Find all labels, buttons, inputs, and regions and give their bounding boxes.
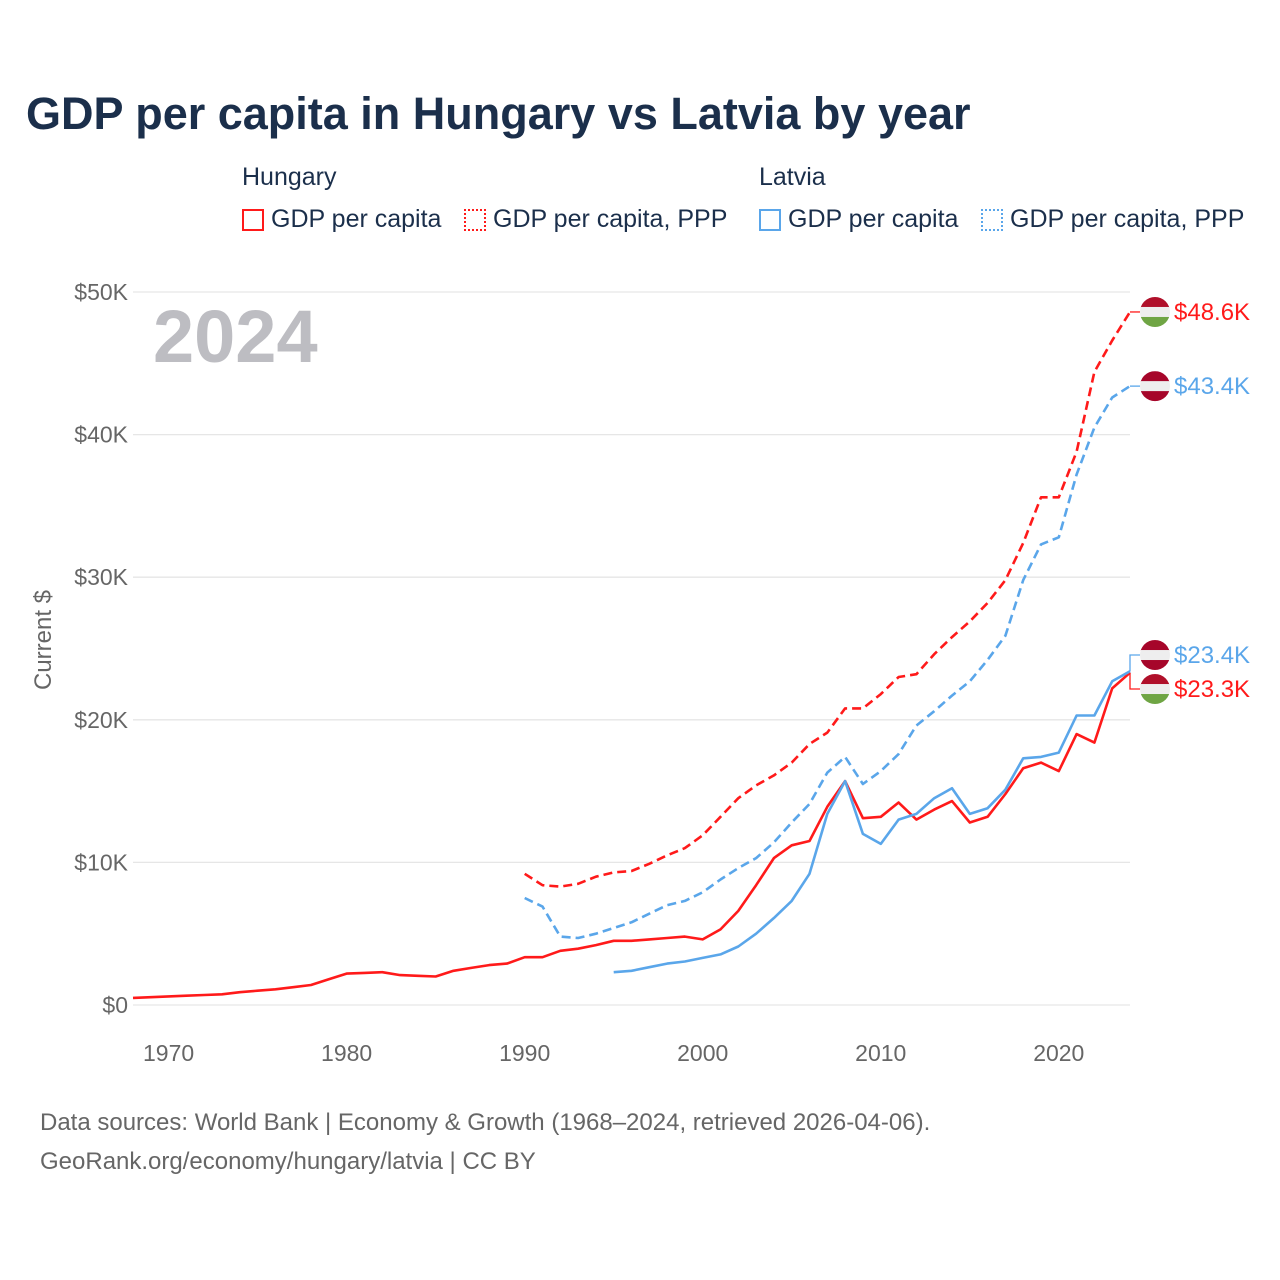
end-value-label: $23.3K [1174, 676, 1250, 703]
flag-stripe [1140, 391, 1170, 402]
flag-stripe [1140, 684, 1170, 695]
latvia-flag-icon [1140, 371, 1170, 402]
y-tick-label: $20K [74, 707, 128, 733]
footer-sources: Data sources: World Bank | Economy & Gro… [40, 1109, 931, 1136]
year-label: 2024 [153, 295, 318, 378]
x-tick-label: 1980 [321, 1040, 372, 1066]
flag-stripe [1140, 316, 1170, 327]
series-line-latvia-gdp-per-capita-ppp [524, 385, 1131, 940]
legend-swatch-solid-blue [759, 208, 781, 231]
y-axis-label: Current $ [30, 590, 57, 690]
hungary-flag-icon [1140, 296, 1170, 327]
legend-swatch-dotted-blue [981, 208, 1003, 231]
end-value-label: $48.6K [1174, 299, 1250, 326]
label-connector [1129, 672, 1140, 690]
y-tick-label: $30K [74, 564, 128, 590]
legend-group-latvia: Latvia [759, 163, 826, 191]
x-tick-label: 2010 [855, 1040, 906, 1066]
latvia-flag-icon [1140, 640, 1170, 671]
y-tick-label: $10K [74, 849, 128, 875]
y-tick-label: $40K [74, 422, 128, 448]
flag-stripe [1140, 296, 1170, 308]
legend-item-hungary-ppp[interactable]: GDP per capita, PPP [464, 205, 727, 234]
legend-item-latvia-gdp[interactable]: GDP per capita [759, 205, 958, 234]
legend-label: GDP per capita [788, 205, 959, 233]
end-value-label: $43.4K [1174, 373, 1250, 400]
flag-stripe [1140, 640, 1170, 651]
legend-swatch-dotted-red [464, 208, 486, 231]
legend-item-latvia-ppp[interactable]: GDP per capita, PPP [981, 205, 1244, 234]
legend-group-hungary: Hungary [242, 163, 337, 191]
flag-stripe [1140, 694, 1170, 705]
series-line-hungary-gdp-per-capita-ppp [523, 311, 1132, 888]
x-tick-label: 1970 [143, 1040, 194, 1066]
x-tick-label: 2020 [1033, 1040, 1084, 1066]
legend-label: GDP per capita, PPP [1010, 205, 1245, 233]
flag-stripe [1140, 660, 1170, 671]
flag-stripe [1140, 674, 1170, 685]
flag-stripe [1140, 371, 1170, 382]
legend-swatch-solid-red [242, 208, 264, 231]
chart-title: GDP per capita in Hungary vs Latvia by y… [26, 88, 971, 139]
label-connector [1129, 654, 1140, 672]
series-line-latvia-gdp-per-capita [613, 670, 1131, 974]
footer-link[interactable]: GeoRank.org/economy/hungary/latvia | CC … [40, 1148, 536, 1175]
flag-stripe [1140, 381, 1170, 392]
flag-stripe [1140, 306, 1170, 318]
legend-label: GDP per capita [271, 205, 442, 233]
x-tick-label: 1990 [499, 1040, 550, 1066]
hungary-flag-icon [1140, 674, 1170, 705]
x-tick-label: 2000 [677, 1040, 728, 1066]
legend-item-hungary-gdp[interactable]: GDP per capita [242, 205, 441, 234]
legend-label: GDP per capita, PPP [493, 205, 728, 233]
y-tick-label: $50K [74, 279, 128, 305]
y-tick-label: $0 [102, 992, 128, 1018]
series-line-hungary-gdp-per-capita [132, 671, 1131, 1000]
end-value-label: $23.4K [1174, 642, 1250, 669]
flag-stripe [1140, 650, 1170, 661]
